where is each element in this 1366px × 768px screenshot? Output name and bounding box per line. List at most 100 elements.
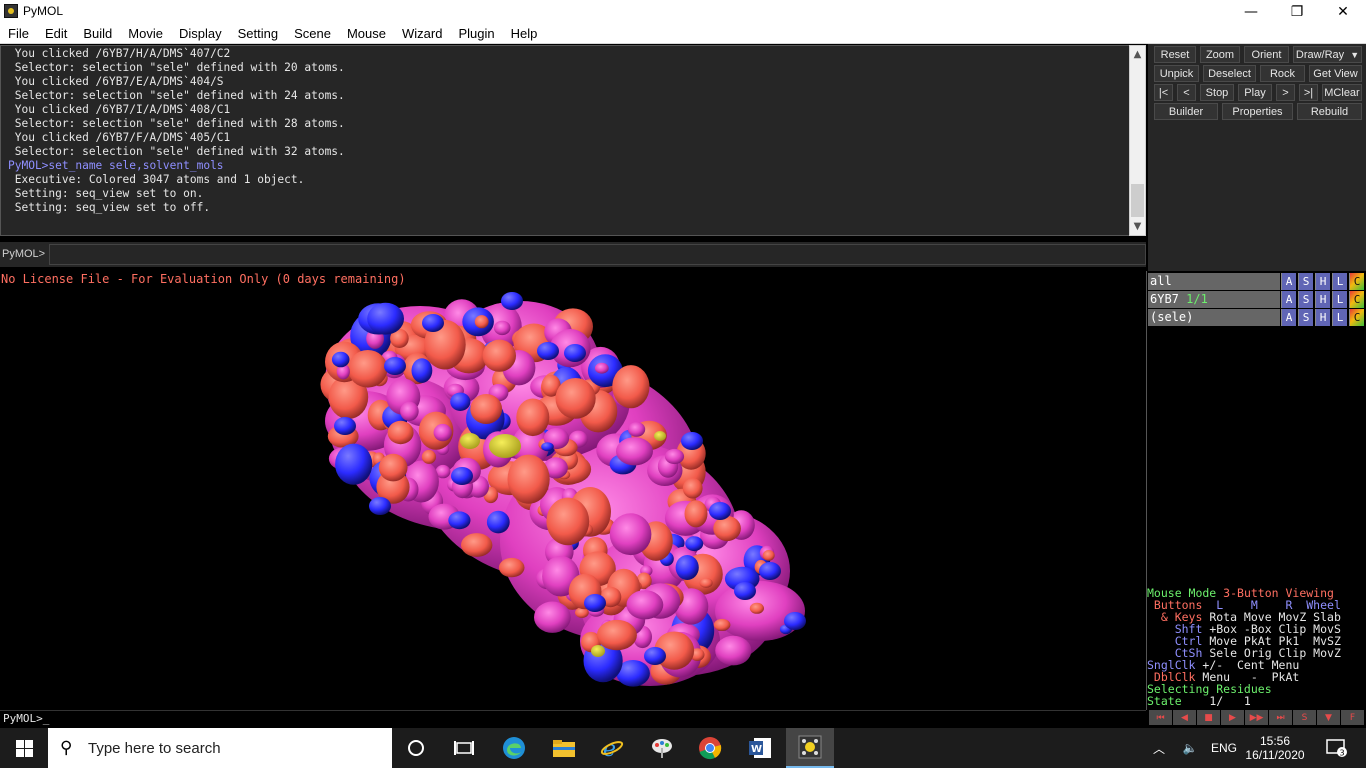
get-view-button[interactable]: Get View bbox=[1309, 65, 1362, 82]
task-view-button[interactable] bbox=[440, 728, 488, 768]
surface-nitrogen-patch bbox=[616, 660, 650, 687]
object-row-all[interactable]: all A S H L C bbox=[1148, 273, 1366, 290]
cortana-button[interactable] bbox=[392, 728, 440, 768]
label-button[interactable]: L bbox=[1332, 273, 1347, 290]
show-button[interactable]: S bbox=[1298, 309, 1313, 326]
hide-button[interactable]: H bbox=[1315, 309, 1330, 326]
volume-button[interactable]: 🔈 bbox=[1172, 728, 1208, 768]
chrome-taskbar-button[interactable] bbox=[686, 728, 734, 768]
color-button[interactable]: C bbox=[1349, 273, 1364, 290]
action-center-button[interactable]: 3 bbox=[1314, 728, 1360, 768]
zoom-button[interactable]: Zoom bbox=[1200, 46, 1240, 63]
menu-movie[interactable]: Movie bbox=[128, 25, 163, 41]
object-row-6yb7[interactable]: 6YB7 1/1 A S H L C bbox=[1148, 291, 1366, 308]
movie-back-icon[interactable]: ◀ bbox=[1173, 710, 1196, 725]
file-explorer-taskbar-button[interactable] bbox=[540, 728, 588, 768]
next-frame-button[interactable]: > bbox=[1276, 84, 1295, 101]
movie-menu-icon[interactable]: ▼ bbox=[1317, 710, 1340, 725]
maximize-button[interactable]: ❐ bbox=[1290, 3, 1304, 20]
unpick-button[interactable]: Unpick bbox=[1154, 65, 1199, 82]
menu-file[interactable]: File bbox=[8, 25, 29, 41]
output-console[interactable]: You clicked /6YB7/H/A/DMS`407/C2 Selecto… bbox=[0, 45, 1130, 236]
menu-display[interactable]: Display bbox=[178, 25, 222, 41]
show-button[interactable]: S bbox=[1298, 273, 1313, 290]
label-button[interactable]: L bbox=[1332, 309, 1347, 326]
action-button[interactable]: A bbox=[1281, 309, 1296, 326]
color-button[interactable]: C bbox=[1349, 309, 1364, 326]
selecting-mode[interactable]: Selecting Residues bbox=[1147, 682, 1272, 696]
taskbar-search[interactable]: ⚲ Type here to search bbox=[48, 728, 392, 768]
console-scrollbar[interactable]: ▲ ▼ bbox=[1129, 45, 1146, 236]
hide-button[interactable]: H bbox=[1315, 273, 1330, 290]
scroll-up-arrow-icon[interactable]: ▲ bbox=[1133, 49, 1142, 60]
menu-plugin[interactable]: Plugin bbox=[458, 25, 495, 41]
menu-scene[interactable]: Scene bbox=[294, 25, 331, 41]
ie-taskbar-button[interactable]: e bbox=[588, 728, 636, 768]
menu-build[interactable]: Build bbox=[83, 25, 113, 41]
viewer-command-line[interactable]: PyMOL>_ bbox=[0, 710, 1146, 726]
minimize-button[interactable]: — bbox=[1244, 3, 1258, 20]
movie-end-icon[interactable]: ⏭ bbox=[1269, 710, 1292, 725]
movie-forward-icon[interactable]: ▶▶ bbox=[1245, 710, 1268, 725]
shift-values: +Box -Box Clip MovS bbox=[1202, 622, 1341, 636]
edge-taskbar-button[interactable] bbox=[490, 728, 538, 768]
label-button[interactable]: L bbox=[1332, 291, 1347, 308]
close-button[interactable]: ✕ bbox=[1337, 3, 1349, 20]
draw-ray-label: Draw/Ray bbox=[1295, 48, 1345, 61]
speaker-icon: 🔈 bbox=[1182, 741, 1198, 755]
orient-button[interactable]: Orient bbox=[1244, 46, 1289, 63]
console-line: Executive: Colored 3047 atoms and 1 obje… bbox=[8, 173, 305, 186]
menu-help[interactable]: Help bbox=[510, 25, 538, 41]
menu-edit[interactable]: Edit bbox=[44, 25, 68, 41]
buttons-header: Buttons bbox=[1147, 598, 1203, 612]
fullscreen-button[interactable]: F bbox=[1341, 710, 1364, 725]
show-button[interactable]: S bbox=[1298, 291, 1313, 308]
action-button[interactable]: A bbox=[1281, 291, 1296, 308]
movie-rewind-icon[interactable]: ⏮ bbox=[1149, 710, 1172, 725]
last-frame-button[interactable]: >| bbox=[1299, 84, 1318, 101]
scroll-down-arrow-icon[interactable]: ▼ bbox=[1133, 221, 1142, 232]
first-frame-button[interactable]: |< bbox=[1154, 84, 1173, 101]
movie-scene-button[interactable]: S bbox=[1293, 710, 1316, 725]
object-name[interactable]: (sele) bbox=[1148, 309, 1280, 326]
play-button[interactable]: Play bbox=[1238, 84, 1272, 101]
color-button[interactable]: C bbox=[1349, 291, 1364, 308]
movie-play-icon[interactable]: ▶ bbox=[1221, 710, 1244, 725]
rock-button[interactable]: Rock bbox=[1260, 65, 1305, 82]
cortana-circle-icon bbox=[408, 740, 424, 756]
menu-wizard[interactable]: Wizard bbox=[401, 25, 443, 41]
clock-button[interactable]: 15:56 16/11/2020 bbox=[1240, 728, 1310, 768]
word-taskbar-button[interactable]: W bbox=[736, 728, 784, 768]
reset-button[interactable]: Reset bbox=[1154, 46, 1196, 63]
movie-stop-icon[interactable]: ■ bbox=[1197, 710, 1220, 725]
rebuild-button[interactable]: Rebuild bbox=[1297, 103, 1362, 120]
draw-ray-button[interactable]: Draw/Ray ▼ bbox=[1293, 46, 1362, 63]
start-button[interactable] bbox=[0, 728, 48, 768]
object-name[interactable]: 6YB7 1/1 bbox=[1148, 291, 1280, 308]
builder-button[interactable]: Builder bbox=[1154, 103, 1218, 120]
show-hidden-icons-button[interactable]: ︿ bbox=[1138, 728, 1180, 768]
3d-viewport[interactable]: No License File - For Evaluation Only (0… bbox=[0, 271, 1146, 710]
protein-surface[interactable] bbox=[0, 271, 1146, 710]
mclear-button[interactable]: MClear bbox=[1322, 84, 1362, 101]
stop-button[interactable]: Stop bbox=[1200, 84, 1234, 101]
object-name[interactable]: all bbox=[1148, 273, 1280, 290]
properties-button[interactable]: Properties bbox=[1222, 103, 1293, 120]
command-input[interactable] bbox=[49, 244, 1146, 265]
pymol-taskbar-button[interactable] bbox=[786, 728, 834, 768]
ctrl-shift-header: CtSh bbox=[1147, 646, 1203, 660]
paint-taskbar-button[interactable] bbox=[638, 728, 686, 768]
console-line: Selector: selection "sele" defined with … bbox=[8, 61, 345, 74]
search-placeholder: Type here to search bbox=[88, 740, 221, 757]
menu-mouse[interactable]: Mouse bbox=[346, 25, 386, 41]
mouse-mode-panel[interactable]: Mouse Mode 3-Button Viewing Buttons L M … bbox=[1146, 587, 1366, 710]
action-button[interactable]: A bbox=[1281, 273, 1296, 290]
language-button[interactable]: ENG bbox=[1206, 728, 1242, 768]
deselect-button[interactable]: Deselect bbox=[1203, 65, 1256, 82]
menu-setting[interactable]: Setting bbox=[237, 25, 279, 41]
scroll-thumb[interactable] bbox=[1131, 184, 1144, 217]
object-row-sele[interactable]: (sele) A S H L C bbox=[1148, 309, 1366, 326]
prev-frame-button[interactable]: < bbox=[1177, 84, 1196, 101]
surface-nitrogen-patch bbox=[564, 344, 586, 362]
hide-button[interactable]: H bbox=[1315, 291, 1330, 308]
